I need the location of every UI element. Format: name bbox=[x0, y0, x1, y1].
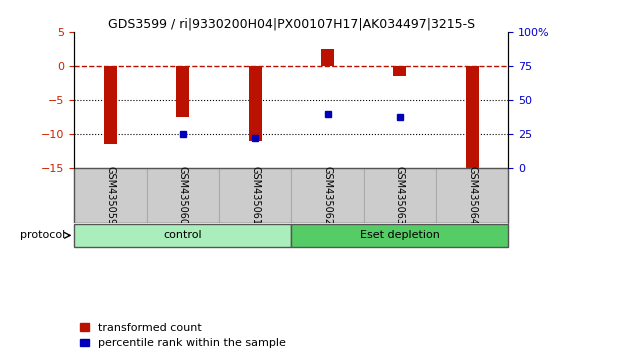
Text: GSM435062: GSM435062 bbox=[322, 166, 332, 225]
Text: GSM435064: GSM435064 bbox=[467, 166, 477, 225]
Text: protocol: protocol bbox=[20, 230, 66, 240]
Text: GSM435059: GSM435059 bbox=[105, 166, 115, 225]
Bar bbox=[364, 169, 436, 223]
Bar bbox=[393, 66, 407, 76]
Text: Eset depletion: Eset depletion bbox=[360, 230, 440, 240]
Bar bbox=[291, 224, 508, 246]
Bar bbox=[74, 224, 291, 246]
Bar bbox=[321, 49, 334, 66]
Legend: transformed count, percentile rank within the sample: transformed count, percentile rank withi… bbox=[80, 323, 286, 348]
Text: GSM435063: GSM435063 bbox=[395, 166, 405, 225]
Bar bbox=[176, 66, 189, 117]
Title: GDS3599 / ri|9330200H04|PX00107H17|AK034497|3215-S: GDS3599 / ri|9330200H04|PX00107H17|AK034… bbox=[108, 18, 475, 31]
Bar bbox=[249, 66, 262, 141]
Bar bbox=[104, 66, 117, 144]
Bar bbox=[147, 169, 219, 223]
Text: GSM435061: GSM435061 bbox=[250, 166, 260, 225]
Bar bbox=[74, 169, 147, 223]
Text: GSM435060: GSM435060 bbox=[178, 166, 188, 225]
Bar bbox=[291, 169, 364, 223]
Bar bbox=[436, 169, 508, 223]
Bar bbox=[219, 169, 291, 223]
Text: control: control bbox=[164, 230, 202, 240]
Bar bbox=[466, 66, 479, 169]
